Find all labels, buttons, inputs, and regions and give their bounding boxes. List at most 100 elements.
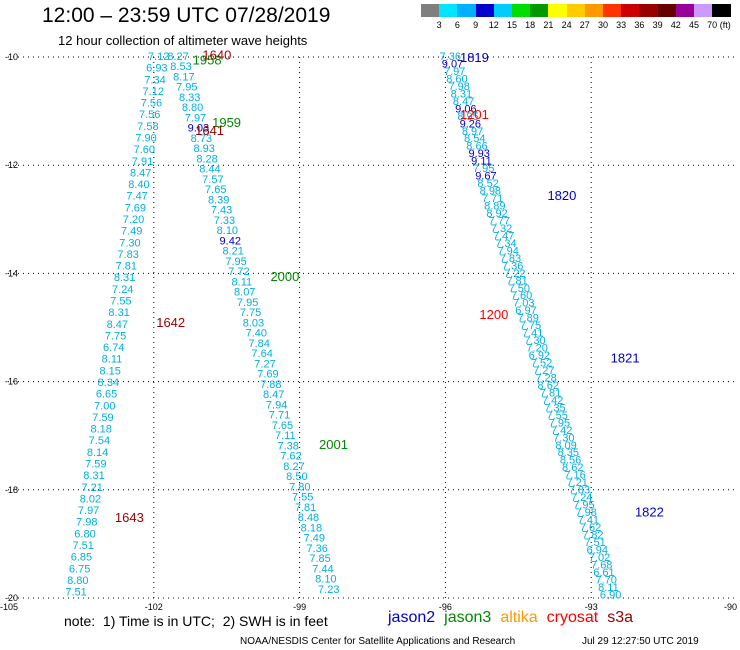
wave-height-point: 7.03 (513, 298, 534, 310)
wave-height-point: 7.70 (595, 574, 616, 586)
wave-height-point: 8.50 (286, 471, 307, 483)
wave-height-point: 7.56 (141, 98, 162, 110)
wave-height-point: 7.82 (582, 529, 603, 541)
colorbar-swatch (584, 4, 604, 17)
wave-height-point: 8.28 (196, 153, 217, 165)
wave-height-point: 8.39 (208, 194, 229, 206)
wave-height-point: 8.92 (486, 208, 507, 220)
wave-height-point: 7.21 (567, 477, 588, 489)
wave-height-point: 9.67 (475, 171, 496, 183)
legend-item-altika: altika (500, 609, 538, 626)
wave-height-point: 8.53 (170, 61, 191, 73)
wave-height-point: 7.71 (482, 193, 503, 205)
pass-time-label: 1822 (635, 504, 664, 519)
wave-height-point: 7.36 (306, 543, 327, 555)
wave-height-point: 8.56 (560, 455, 581, 467)
wave-height-point: 7.42 (551, 425, 572, 437)
wave-height-point: 7.69 (125, 202, 146, 214)
wave-height-point: 7.75 (105, 330, 126, 342)
colorbar-label: 15 (506, 20, 518, 30)
wave-height-point: 7.00 (94, 400, 115, 412)
wave-height-point: 7.81 (540, 387, 561, 399)
colorbar-label: 27 (579, 20, 590, 30)
wave-height-point: 7.52 (531, 358, 552, 370)
colorbar-swatch (512, 4, 531, 17)
x-tick-label: -102 (145, 602, 163, 612)
colorbar-label: 33 (616, 20, 627, 30)
wave-height-point: 7.24 (571, 492, 592, 504)
wave-height-point: 7.59 (92, 412, 113, 424)
wave-height-point: 8.97 (462, 126, 483, 138)
wave-height-point: 7.42 (542, 395, 563, 407)
colorbar-swatch (694, 4, 713, 17)
wave-height-point: 7.12 (148, 51, 169, 63)
wave-height-point: 9.03 (188, 123, 209, 135)
wave-height-point: 8.52 (477, 178, 498, 190)
wave-height-point: 7.83 (500, 253, 521, 265)
wave-height-point: 7.84 (249, 338, 270, 350)
wave-height-point: 8.62 (538, 380, 559, 392)
note-text: note: 1) Time is in UTC; 2) SWH is in fe… (64, 613, 328, 629)
wave-height-point: 8.44 (199, 164, 220, 176)
colorbar-swatch (603, 4, 622, 17)
wave-height-colorbar: 3 6 9 12 15 18 21 24 27 30 33 36 39 42 45 70 (ft) (421, 4, 733, 34)
wave-height-point: 7.44 (312, 563, 333, 575)
wave-height-point: 7.22 (504, 268, 525, 280)
wave-height-point: 7.55 (110, 296, 131, 308)
wave-height-point: 8.31 (451, 88, 472, 100)
wave-height-point: 7.95 (573, 500, 594, 512)
wave-height-point: 8.17 (173, 71, 194, 83)
pass-time-label: 1821 (611, 350, 640, 365)
colorbar-swatch (675, 4, 695, 17)
wave-height-point: 6.74 (103, 342, 124, 354)
wave-height-point: 6.65 (96, 389, 117, 401)
colorbar-swatch (439, 4, 458, 17)
wave-height-point: 7.51 (73, 540, 94, 552)
y-tick-label: -12 (5, 160, 18, 170)
x-tick-label: -93 (585, 602, 598, 612)
colorbar-label: 36 (634, 20, 645, 30)
colorbar-label: 42 (670, 20, 681, 30)
wave-height-point: 7.64 (251, 348, 272, 360)
wave-height-point: 8.80 (67, 575, 88, 587)
pass-time-label: 1641 (195, 123, 224, 138)
wave-height-point: 7.36 (502, 260, 523, 272)
x-tick-label: -99 (293, 602, 306, 612)
wave-height-point: 8.03 (243, 317, 264, 329)
wave-height-point: 8.47 (263, 389, 284, 401)
wave-height-point: 8.95 (457, 111, 478, 123)
wave-height-point: 7.62 (280, 451, 301, 463)
wave-height-point: 7.83 (569, 485, 590, 497)
wave-height-point: 7.51 (584, 537, 605, 549)
legend-item-jason2: jason2 (388, 609, 436, 626)
colorbar-swatch (712, 4, 731, 17)
colorbar-swatch (475, 4, 495, 17)
wave-height-point: 7.55 (292, 492, 313, 504)
wave-height-point: 9.11 (471, 156, 492, 168)
wave-height-point: 7.60 (134, 144, 155, 156)
colorbar-label: 21 (543, 20, 554, 30)
wave-height-point: 7.40 (246, 328, 267, 340)
y-tick-label: -18 (5, 485, 18, 495)
wave-height-point: 7.49 (121, 226, 142, 238)
wave-height-point: 7.50 (509, 283, 530, 295)
wave-height-point: 8.66 (466, 141, 487, 153)
wave-height-point: 7.28 (535, 372, 556, 384)
wave-height-point: 7.41 (578, 515, 599, 527)
wave-height-point: 8.47 (130, 167, 151, 179)
wave-height-point: 8.89 (484, 201, 505, 213)
wave-height-point: 7.97 (185, 112, 206, 124)
y-tick-label: -14 (5, 268, 18, 278)
wave-height-point: 7.30 (524, 335, 545, 347)
colorbar-label: 9 (473, 20, 479, 30)
wave-height-point: 7.30 (553, 432, 574, 444)
wave-height-point: 8.27 (283, 461, 304, 473)
pass-time-label: 1958 (193, 53, 222, 68)
pass-time-label: 1820 (547, 188, 576, 203)
wave-height-point: 7.97 (444, 66, 465, 78)
wave-height-point: 6.75 (69, 563, 90, 575)
wave-height-point: 6.93 (146, 63, 167, 75)
wave-height-point: 7.81 (116, 261, 137, 273)
colorbar-swatch (621, 4, 640, 17)
wave-height-point: 9.06 (455, 103, 476, 115)
